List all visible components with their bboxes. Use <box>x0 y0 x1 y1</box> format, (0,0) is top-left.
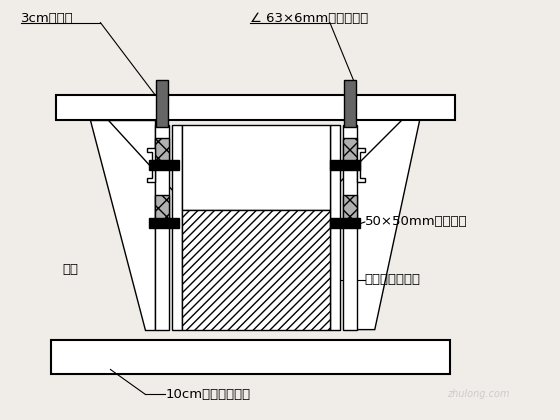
Bar <box>343 195 357 225</box>
Bar <box>156 80 168 127</box>
Bar <box>343 125 357 330</box>
Text: zhulong.com: zhulong.com <box>447 389 510 399</box>
Bar <box>150 160 179 170</box>
Bar <box>150 218 179 228</box>
Text: 10cm厅混凝土台座: 10cm厅混凝土台座 <box>165 388 250 401</box>
Bar <box>182 125 330 210</box>
Bar <box>330 125 340 330</box>
Text: 第一次预制板桩: 第一次预制板桩 <box>365 273 421 286</box>
Bar <box>55 95 455 120</box>
Text: 撑杆: 撑杆 <box>63 263 78 276</box>
Bar <box>330 160 360 170</box>
Text: ∠ 63×6mm的角锂卡口: ∠ 63×6mm的角锂卡口 <box>250 12 368 25</box>
Polygon shape <box>350 120 419 330</box>
Bar <box>50 340 450 375</box>
Bar <box>172 125 182 330</box>
Bar <box>343 138 357 168</box>
Polygon shape <box>357 148 365 182</box>
Text: 3cm厅木板: 3cm厅木板 <box>21 12 73 25</box>
Text: 50×50mm调整木塞: 50×50mm调整木塞 <box>365 215 468 228</box>
Bar <box>155 138 169 168</box>
Bar <box>155 195 169 225</box>
Bar <box>182 210 330 330</box>
Bar <box>155 125 169 330</box>
Bar <box>330 218 360 228</box>
Polygon shape <box>147 148 155 182</box>
Polygon shape <box>91 120 155 330</box>
Bar <box>344 80 356 127</box>
